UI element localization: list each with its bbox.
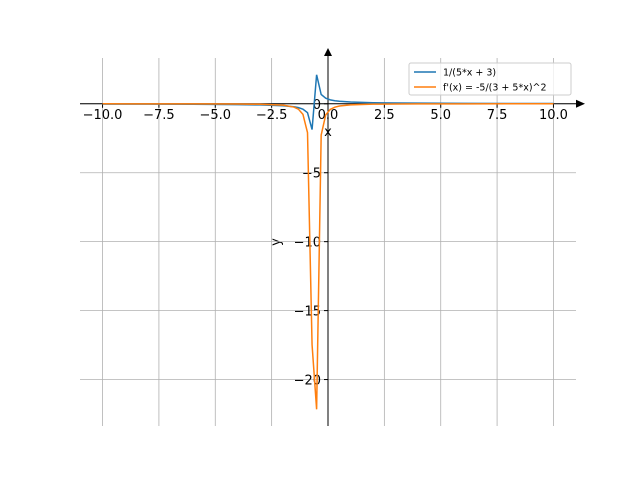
y-tick-label: −15: [294, 305, 321, 320]
line-series: [102, 103, 554, 410]
x-tick-label: 7.5: [487, 108, 508, 123]
y-axis-arrow: [324, 48, 332, 56]
x-tick-label: 10.0: [539, 108, 568, 123]
y-tick-label: 0: [313, 98, 321, 113]
x-tick-label: 5.0: [430, 108, 451, 123]
x-tick-label: −10.0: [83, 108, 123, 123]
y-tick-label: −10: [294, 236, 321, 251]
x-tick-label: −2.5: [256, 108, 288, 123]
legend-label: 1/(5*x + 3): [443, 68, 496, 79]
x-axis-arrow: [576, 99, 585, 108]
legend-label: f'(x) = -5/(3 + 5*x)^2: [443, 83, 547, 94]
x-tick-label: −5.0: [199, 108, 231, 123]
legend-box: [408, 62, 572, 96]
y-tick-label: −5: [302, 167, 321, 182]
x-tick-label: −7.5: [143, 108, 175, 123]
legend: 1/(5*x + 3) f'(x) = -5/(3 + 5*x)^2: [408, 62, 572, 96]
x-tick-label: 2.5: [374, 108, 395, 123]
